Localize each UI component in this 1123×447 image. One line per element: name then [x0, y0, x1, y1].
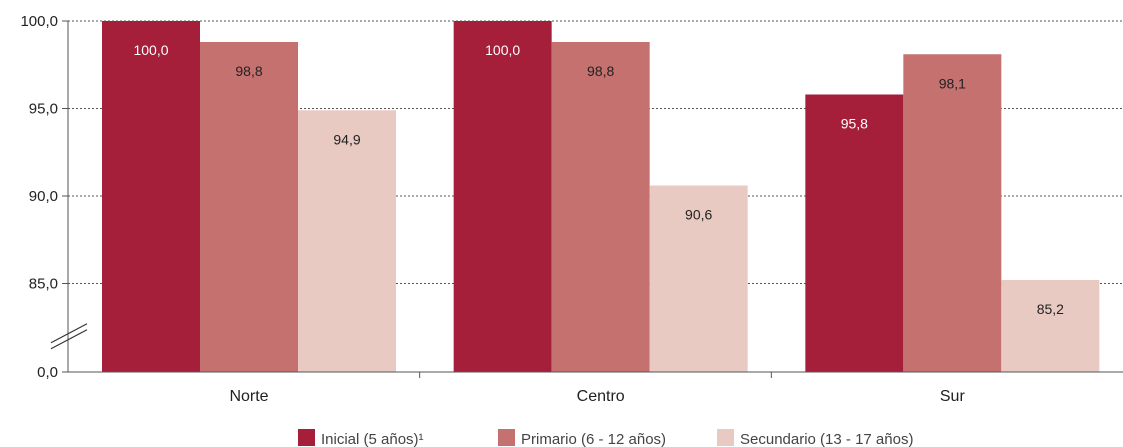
- data-label-norte-primario-6-12-anos: 98,8: [235, 63, 262, 79]
- data-label-sur-inicial-5-anos: 95,8: [841, 116, 868, 132]
- bar-centro-primario-6-12-anos: [551, 42, 650, 372]
- bar-sur-secundario-13-17-anos: [1001, 280, 1100, 372]
- bar-norte-inicial-5-anos: [102, 21, 200, 372]
- legend-swatch: [498, 429, 515, 446]
- axis-break-mark: [50, 323, 88, 350]
- data-label-norte-inicial-5-anos: 100,0: [133, 42, 168, 58]
- legend-label: Inicial (5 años)¹: [321, 431, 424, 447]
- bar-norte-primario-6-12-anos: [200, 42, 298, 372]
- y-tick-label: 95,0: [29, 101, 58, 118]
- y-tick-label: 90,0: [29, 188, 58, 205]
- legend-item-secundario-13-17-anos: Secundario (13 - 17 años): [717, 429, 913, 447]
- data-label-centro-inicial-5-anos: 100,0: [485, 42, 520, 58]
- data-label-centro-primario-6-12-anos: 98,8: [587, 63, 614, 79]
- data-label-sur-primario-6-12-anos: 98,1: [939, 75, 966, 91]
- x-tick-label-sur: Sur: [940, 388, 966, 405]
- legend-item-primario-6-12-anos: Primario (6 - 12 años): [498, 429, 666, 447]
- data-label-sur-secundario-13-17-anos: 85,2: [1037, 301, 1064, 317]
- y-tick-label: 100,0: [20, 13, 58, 30]
- bar-centro-inicial-5-anos: [453, 21, 552, 372]
- data-label-centro-secundario-13-17-anos: 90,6: [685, 207, 712, 223]
- value-labels: 100,0 98,8 94,9 100,0 98,8 90,6 95,8 98,1 85,2: [133, 42, 1064, 317]
- legend: Inicial (5 años)¹ Primario (6 - 12 años) S…: [298, 429, 913, 447]
- bars: [102, 21, 1100, 372]
- x-tick-label-norte: Norte: [229, 388, 268, 405]
- bar-norte-secundario-13-17-anos: [298, 110, 396, 372]
- legend-label: Secundario (13 - 17 años): [740, 431, 913, 447]
- legend-label: Primario (6 - 12 años): [521, 431, 666, 447]
- axes: [50, 21, 1123, 373]
- bar-centro-secundario-13-17-anos: [649, 185, 748, 372]
- y-axis-ticks: 100,0 95,0 90,0 85,0 0,0: [20, 13, 68, 381]
- legend-item-inicial-5-anos: Inicial (5 años)¹: [298, 429, 424, 447]
- x-tick-label-centro: Centro: [577, 388, 625, 405]
- y-tick-label: 85,0: [29, 276, 58, 293]
- bar-sur-inicial-5-anos: [805, 94, 904, 372]
- x-axis-ticks: Norte Centro Sur: [229, 372, 965, 405]
- legend-swatch: [298, 429, 315, 446]
- bar-sur-primario-6-12-anos: [903, 54, 1002, 372]
- data-label-norte-secundario-13-17-anos: 94,9: [333, 131, 360, 147]
- legend-swatch: [717, 429, 734, 446]
- y-tick-label: 0,0: [37, 364, 58, 381]
